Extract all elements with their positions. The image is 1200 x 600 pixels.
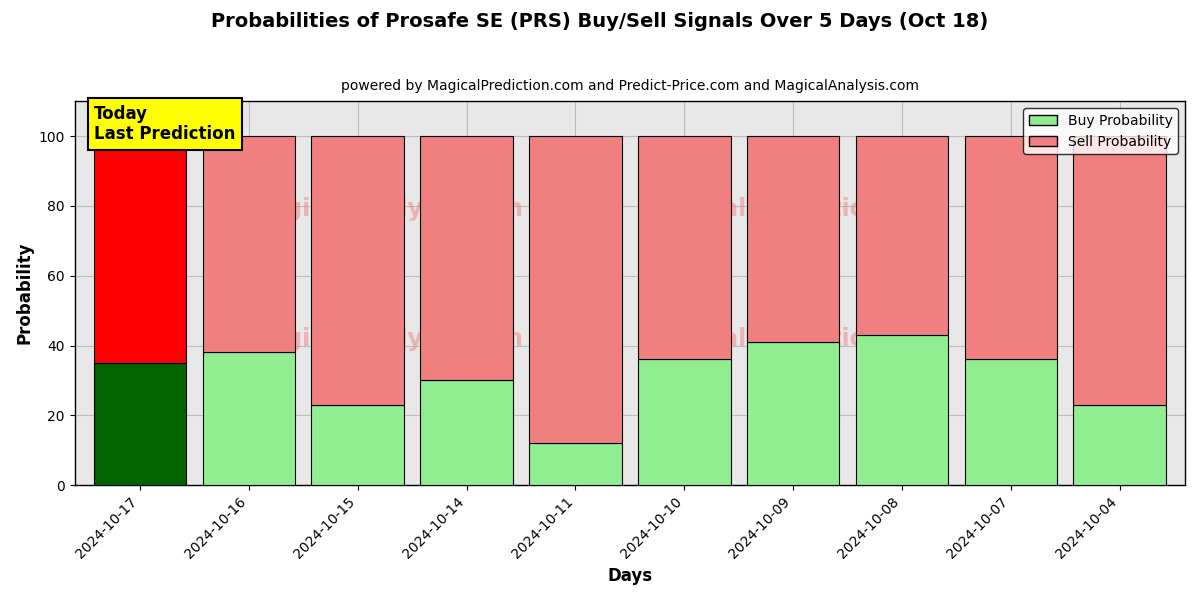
Bar xyxy=(94,363,186,485)
Bar xyxy=(420,136,512,380)
Bar xyxy=(746,342,839,485)
Legend: Buy Probability, Sell Probability: Buy Probability, Sell Probability xyxy=(1024,108,1178,154)
Text: MagicalAnalysis.com: MagicalAnalysis.com xyxy=(247,197,524,221)
Bar xyxy=(1074,405,1166,485)
Bar xyxy=(965,359,1057,485)
Bar xyxy=(856,136,948,335)
Bar xyxy=(965,136,1057,359)
Y-axis label: Probability: Probability xyxy=(16,242,34,344)
Bar xyxy=(746,136,839,342)
Bar xyxy=(529,136,622,443)
Bar xyxy=(203,136,295,352)
X-axis label: Days: Days xyxy=(607,567,653,585)
Bar xyxy=(638,136,731,359)
Title: powered by MagicalPrediction.com and Predict-Price.com and MagicalAnalysis.com: powered by MagicalPrediction.com and Pre… xyxy=(341,79,919,93)
Bar xyxy=(94,136,186,363)
Bar xyxy=(312,136,404,405)
Bar xyxy=(1074,136,1166,405)
Text: MagicalPrediction.com: MagicalPrediction.com xyxy=(646,327,948,351)
Bar xyxy=(203,352,295,485)
Text: MagicalPrediction.com: MagicalPrediction.com xyxy=(646,197,948,221)
Bar xyxy=(312,405,404,485)
Bar xyxy=(529,443,622,485)
Text: Today
Last Prediction: Today Last Prediction xyxy=(95,104,235,143)
Text: MagicalAnalysis.com: MagicalAnalysis.com xyxy=(247,327,524,351)
Bar xyxy=(638,359,731,485)
Bar xyxy=(420,380,512,485)
Bar xyxy=(856,335,948,485)
Text: Probabilities of Prosafe SE (PRS) Buy/Sell Signals Over 5 Days (Oct 18): Probabilities of Prosafe SE (PRS) Buy/Se… xyxy=(211,12,989,31)
